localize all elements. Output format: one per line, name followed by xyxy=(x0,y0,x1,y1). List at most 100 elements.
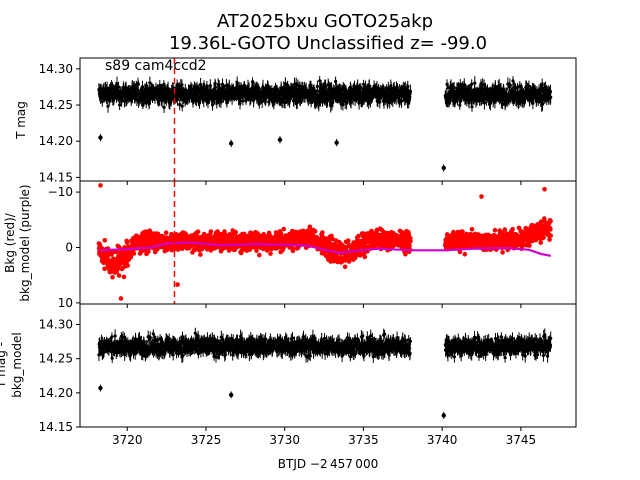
data-point xyxy=(501,102,505,106)
data-point xyxy=(341,103,345,107)
data-point xyxy=(467,101,471,105)
figure-title-line2: 19.36L-GOTO Unclassified z= -99.0 xyxy=(169,33,487,54)
bkg-point xyxy=(124,240,130,245)
bkg-point xyxy=(462,251,468,257)
data-point xyxy=(211,103,215,107)
data-point xyxy=(356,84,360,88)
data-point xyxy=(136,82,140,87)
bkg-point xyxy=(361,231,366,236)
bkg-point xyxy=(451,229,456,235)
data-point xyxy=(136,88,140,92)
data-point xyxy=(318,79,322,83)
bkg-point xyxy=(353,255,358,260)
bkg-point xyxy=(268,251,273,256)
data-point xyxy=(549,95,553,99)
data-point xyxy=(162,105,166,109)
data-point xyxy=(473,81,477,85)
bkg-point xyxy=(116,273,122,278)
bkg-point xyxy=(408,238,413,244)
bkg-point xyxy=(342,264,348,270)
y-tick-label: 14.25 xyxy=(39,98,73,112)
data-point xyxy=(180,83,184,87)
bkg-point xyxy=(102,266,107,272)
data-point xyxy=(540,102,545,106)
data-point xyxy=(345,101,349,105)
y-tick-label: 14.30 xyxy=(39,62,73,76)
bkg-point xyxy=(320,230,325,235)
figure-title-line1: AT2025bxu GOTO25akp xyxy=(217,11,433,32)
data-point xyxy=(452,85,456,90)
bkg-point xyxy=(115,266,121,272)
bkg-point xyxy=(362,254,368,260)
data-point xyxy=(144,101,148,105)
bkg-point xyxy=(208,229,214,234)
y-tick-label: 14.15 xyxy=(39,170,73,184)
bkg-point xyxy=(233,229,238,235)
bkg-point xyxy=(460,229,465,235)
bkg-point xyxy=(102,238,108,243)
data-point xyxy=(470,82,474,86)
data-point xyxy=(400,99,404,103)
data-point xyxy=(227,84,231,88)
bkg-point xyxy=(510,226,515,232)
data-point xyxy=(502,88,506,92)
bkg-point xyxy=(407,243,412,248)
data-point xyxy=(217,82,221,87)
bkg-point xyxy=(195,229,201,234)
data-point xyxy=(359,85,363,90)
data-point xyxy=(180,104,184,108)
bkg-point xyxy=(403,252,408,257)
plot-area xyxy=(96,181,553,304)
bkg-point xyxy=(307,224,313,230)
data-point xyxy=(283,100,287,105)
data-point xyxy=(324,85,328,89)
data-point xyxy=(270,88,274,92)
data-point xyxy=(115,82,119,86)
bkg-point xyxy=(346,238,351,243)
bkg-point xyxy=(278,232,284,237)
data-point xyxy=(367,84,371,88)
plot-area xyxy=(97,58,553,181)
bkg-point xyxy=(406,232,412,237)
y-tick-label: 14.20 xyxy=(39,134,73,148)
bkg-point xyxy=(121,274,127,280)
data-point xyxy=(406,84,410,89)
bkg-point xyxy=(239,248,244,254)
data-point xyxy=(508,83,512,87)
data-point xyxy=(349,100,353,104)
data-point xyxy=(527,84,531,88)
bkg-point xyxy=(131,251,137,256)
data-point xyxy=(116,85,121,89)
data-point xyxy=(531,101,535,105)
panel-top-tmag: 14.15 14.20 14.25 14.30 s89 cam4ccd2 xyxy=(39,57,577,185)
bkg-point xyxy=(198,252,203,257)
outlier-point xyxy=(277,137,283,142)
panel-frame xyxy=(79,57,577,182)
bkg-point xyxy=(312,229,318,234)
bkg-point xyxy=(257,252,262,258)
bkg-point xyxy=(146,249,151,254)
data-point xyxy=(118,103,122,107)
bkg-point xyxy=(254,248,259,253)
data-point xyxy=(315,84,319,88)
bkg-point xyxy=(469,227,475,232)
bkg-point xyxy=(290,248,296,254)
data-point xyxy=(362,82,366,86)
bkg-point xyxy=(163,230,169,235)
data-point xyxy=(106,104,110,108)
bkg-point xyxy=(125,263,130,268)
outlier-point xyxy=(98,135,103,140)
data-point xyxy=(408,89,412,93)
bkg-point xyxy=(502,227,508,232)
bkg-point xyxy=(281,226,287,232)
data-point xyxy=(470,105,474,109)
bkg-point xyxy=(492,227,498,233)
bkg-point xyxy=(356,233,361,239)
data-point xyxy=(178,102,182,107)
outlier-point xyxy=(334,140,339,145)
top-annotation: s89 cam4ccd2 xyxy=(105,58,207,74)
data-point xyxy=(497,84,501,88)
panel-middle-background: 100−10 xyxy=(48,180,577,310)
bkg-point xyxy=(110,274,115,280)
